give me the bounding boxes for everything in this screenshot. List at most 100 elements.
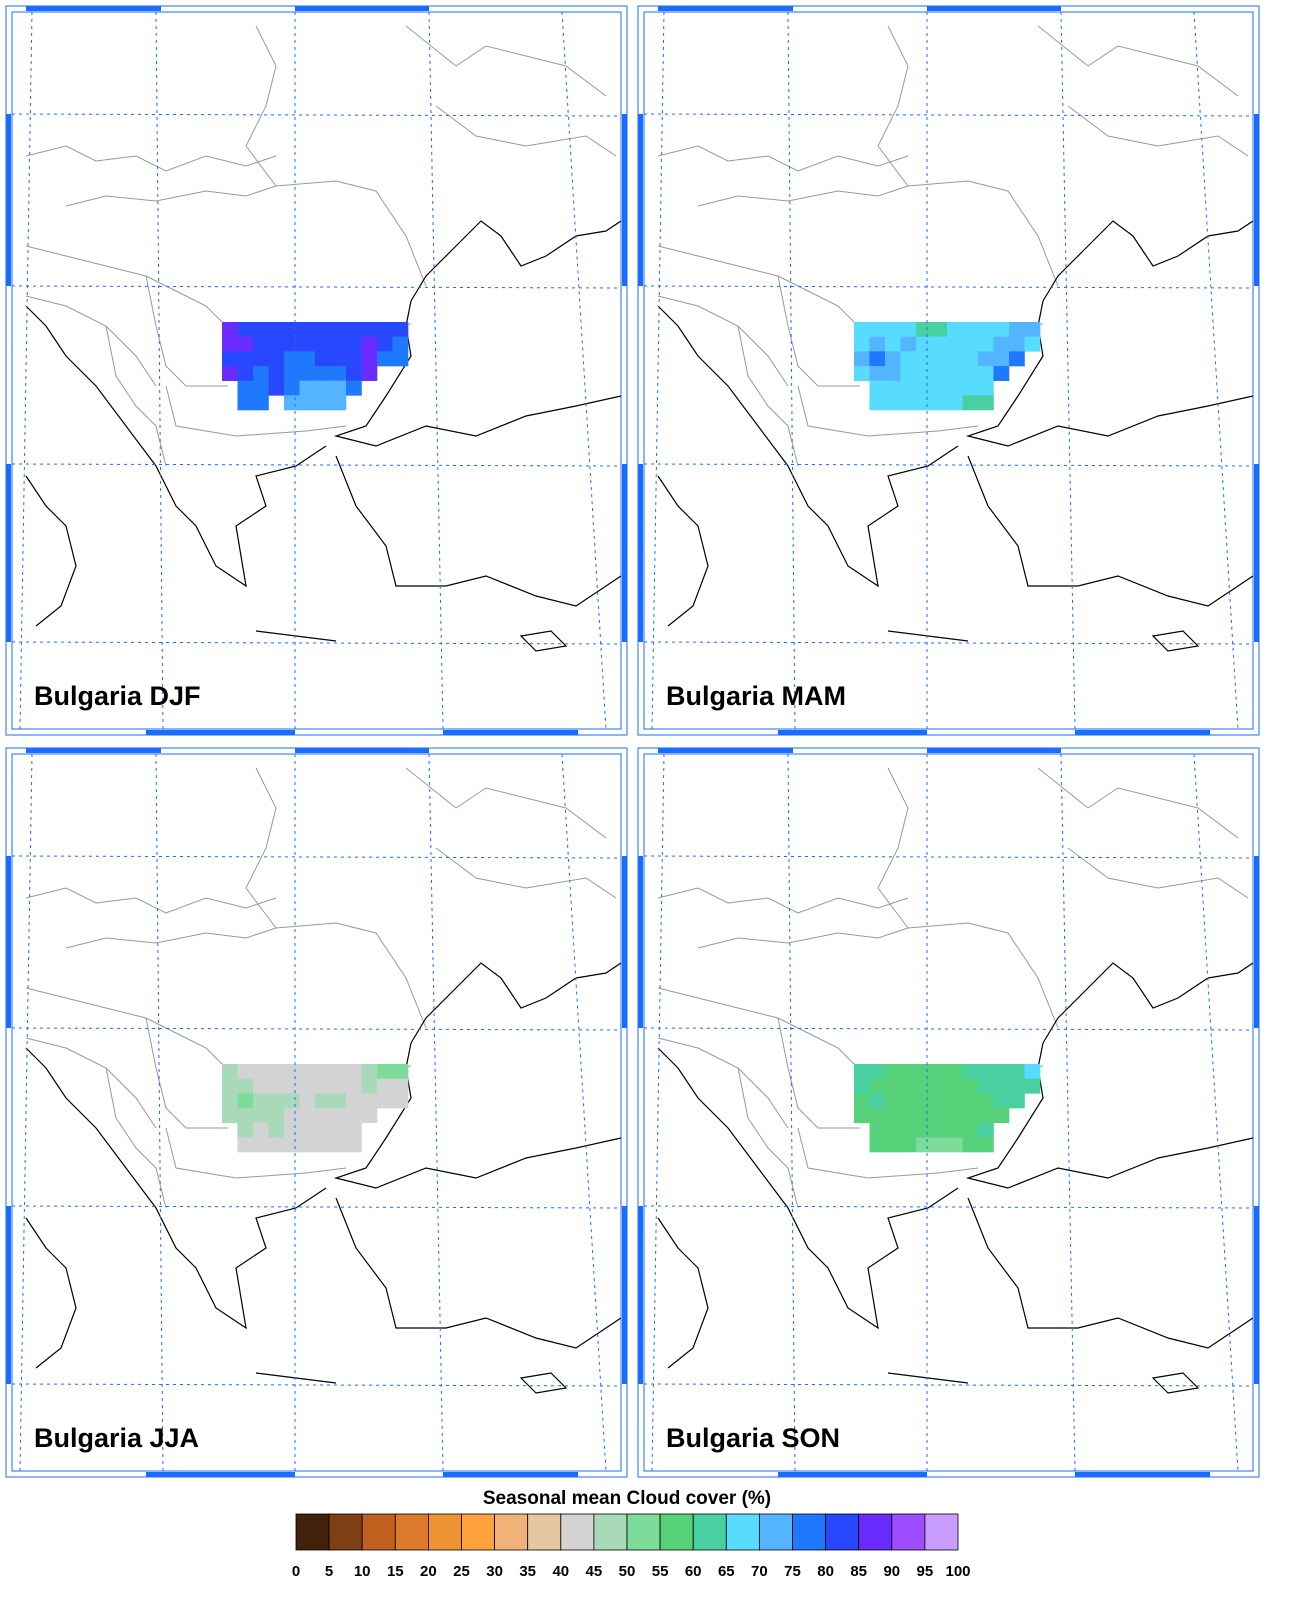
border-line	[1037, 767, 1239, 839]
grid-cell	[978, 395, 994, 411]
grid-cell	[392, 1078, 409, 1094]
grid-cell	[330, 380, 347, 396]
grid-cell	[268, 1137, 285, 1153]
grid-cell	[330, 1137, 347, 1153]
grid-cell	[268, 366, 285, 381]
grid-cell	[268, 336, 285, 352]
grid-cell	[900, 1122, 917, 1138]
grid-cell	[299, 322, 316, 337]
colorbar-tick-label: 80	[817, 1563, 834, 1580]
grid-cell	[1009, 351, 1025, 367]
grid-cell	[993, 1108, 1010, 1123]
grid-cell	[978, 1078, 994, 1094]
grid-cell	[885, 322, 901, 337]
grid-cell	[962, 1078, 979, 1094]
grid-cell	[962, 336, 979, 352]
grid-cell	[1009, 322, 1025, 337]
grid-cell	[377, 1064, 393, 1079]
longitude-line	[155, 11, 164, 730]
frame-tick	[146, 730, 295, 735]
colorbar-tick-label: 60	[685, 1563, 702, 1580]
colorbar-title: Seasonal mean Cloud cover (%)	[483, 1488, 771, 1509]
grid-cell	[237, 1078, 254, 1094]
grid-cell	[869, 380, 886, 396]
grid-cell	[299, 395, 316, 411]
frame-tick	[638, 114, 643, 286]
grid-cell	[1009, 1078, 1025, 1094]
grid-cell	[315, 336, 331, 352]
grid-cell	[931, 336, 948, 352]
frame-tick	[1254, 114, 1259, 286]
grid-cell	[978, 1064, 994, 1079]
coastline	[1151, 1372, 1200, 1394]
grid-cell	[237, 1064, 254, 1079]
frame-tick	[1254, 1206, 1259, 1384]
coastline	[519, 1372, 568, 1394]
coastline	[967, 1197, 1254, 1349]
colorbar-tick-label: 20	[420, 1563, 437, 1580]
longitude-line	[1193, 753, 1239, 1472]
grid-cell	[947, 1137, 963, 1153]
coastline	[965, 300, 1254, 447]
colorbar-tick-label: 75	[784, 1563, 801, 1580]
grid-cell	[1024, 322, 1041, 337]
grid-cell	[299, 1093, 316, 1109]
colorbar-tick-label: 70	[751, 1563, 768, 1580]
colorbar-box	[725, 1513, 760, 1551]
map-panel: Bulgaria SON	[637, 747, 1260, 1478]
grid-cell	[284, 1064, 300, 1079]
grid-cell	[993, 336, 1010, 352]
border-line	[145, 1017, 228, 1129]
colorbar-box	[593, 1513, 628, 1551]
grid-cell	[253, 351, 269, 367]
grid-cell	[253, 1078, 269, 1094]
grid-cell	[1024, 1078, 1041, 1094]
colorbar-box	[891, 1513, 926, 1551]
grid-cell	[916, 336, 932, 352]
frame-tick	[295, 748, 429, 753]
border-line	[25, 145, 277, 172]
grid-cell	[253, 336, 269, 352]
map-panel: Bulgaria DJF	[5, 5, 628, 736]
grid-cell	[253, 366, 269, 381]
frame-tick	[6, 1206, 11, 1384]
grid-cell	[237, 380, 254, 396]
border-line	[1067, 847, 1249, 899]
grid-cell	[377, 336, 393, 352]
grid-cell	[299, 1108, 316, 1123]
grid-cell	[947, 1078, 963, 1094]
grid-cell	[377, 351, 393, 367]
panel-title: Bulgaria DJF	[34, 681, 201, 711]
grid-cell	[931, 322, 948, 337]
grid-cell	[361, 336, 378, 352]
border-line	[65, 927, 277, 949]
frame-tick	[1254, 856, 1259, 1028]
grid-cell	[885, 1122, 901, 1138]
grid-cell	[268, 1064, 285, 1079]
map-panel: Bulgaria MAM	[637, 5, 1260, 736]
border-line	[797, 385, 979, 437]
colorbar-box	[825, 1513, 860, 1551]
grid-cell	[315, 322, 331, 337]
grid-cell	[315, 1093, 331, 1109]
grid-cell	[869, 1108, 886, 1123]
grid-cell	[284, 366, 300, 381]
grid-cell	[237, 1137, 254, 1153]
grid-cell	[330, 1108, 347, 1123]
grid-cell	[392, 1093, 409, 1109]
coastline	[887, 1372, 969, 1384]
border-line	[737, 325, 799, 467]
coastline	[335, 1197, 622, 1349]
grid-cell	[931, 366, 948, 381]
grid-cell	[962, 1093, 979, 1109]
frame-tick	[26, 748, 161, 753]
border-line	[65, 185, 277, 207]
frame-tick	[295, 6, 429, 11]
colorbar-tick-label: 30	[486, 1563, 503, 1580]
grid-cell	[330, 1064, 347, 1079]
grid-cell	[253, 1122, 269, 1138]
colorbar-tick-label: 90	[883, 1563, 900, 1580]
grid-cell	[330, 322, 347, 337]
grid-cell	[346, 336, 362, 352]
grid-cell	[916, 322, 932, 337]
